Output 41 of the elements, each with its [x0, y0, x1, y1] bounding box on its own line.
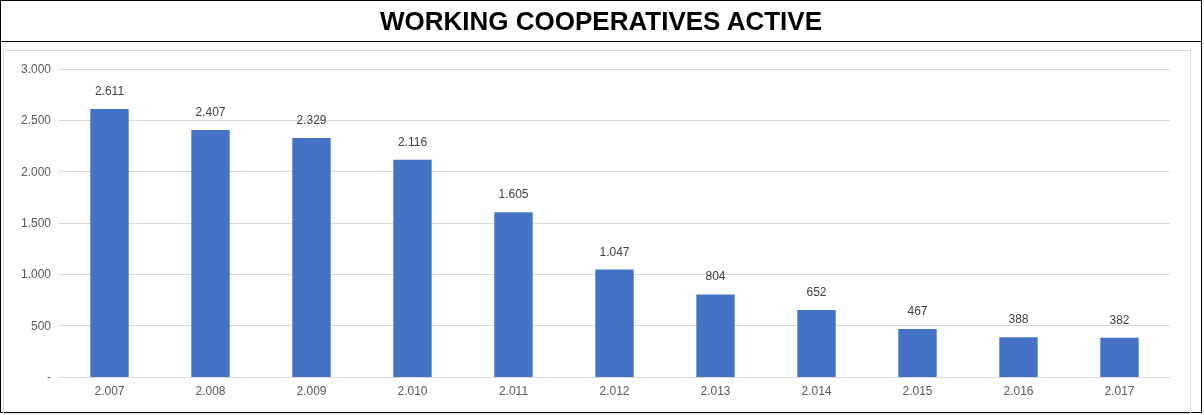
data-label: 388 — [1008, 312, 1029, 327]
x-tick-label: 2.008 — [195, 384, 226, 398]
bar — [393, 159, 432, 377]
bar — [494, 212, 533, 377]
data-label: 1.605 — [498, 187, 529, 202]
data-label: 2.407 — [195, 104, 226, 119]
y-tick-label: 500 — [30, 318, 52, 333]
x-tick-label: 2.014 — [801, 384, 832, 398]
bar — [696, 294, 735, 377]
bar — [898, 329, 937, 377]
bar — [999, 337, 1038, 377]
bar — [797, 310, 836, 377]
bar — [1100, 337, 1139, 377]
y-tick-label: 1.000 — [20, 267, 52, 282]
data-label: 382 — [1109, 312, 1130, 327]
y-tick-label: - — [47, 370, 51, 384]
x-tick-label: 2.011 — [498, 384, 529, 398]
data-label: 804 — [705, 269, 726, 284]
y-tick-label: 2.500 — [20, 113, 52, 128]
x-tick-label: 2.016 — [1003, 384, 1034, 398]
data-label: 467 — [907, 304, 928, 319]
bar — [90, 108, 129, 377]
data-label: 2.611 — [94, 83, 125, 98]
x-tick-label: 2.013 — [700, 384, 731, 398]
y-tick-label: 2.000 — [20, 164, 52, 179]
y-tick-label: 1.500 — [20, 216, 52, 230]
data-label: 652 — [806, 285, 827, 300]
bar — [595, 269, 634, 377]
y-tick-label: 3.000 — [20, 62, 52, 76]
bar — [191, 129, 230, 377]
chart-title: WORKING COOPERATIVES ACTIVE — [1, 1, 1201, 42]
x-tick-label: 2.009 — [296, 384, 327, 398]
x-tick-label: 2.015 — [902, 384, 933, 398]
x-tick-label: 2.012 — [599, 384, 630, 398]
bar — [292, 137, 331, 377]
data-label: 1.047 — [599, 244, 630, 259]
data-label: 2.116 — [397, 134, 428, 149]
x-tick-label: 2.017 — [1104, 384, 1135, 398]
x-tick-label: 2.010 — [397, 384, 428, 398]
data-label: 2.329 — [296, 112, 327, 127]
x-tick-label: 2.007 — [94, 384, 125, 398]
